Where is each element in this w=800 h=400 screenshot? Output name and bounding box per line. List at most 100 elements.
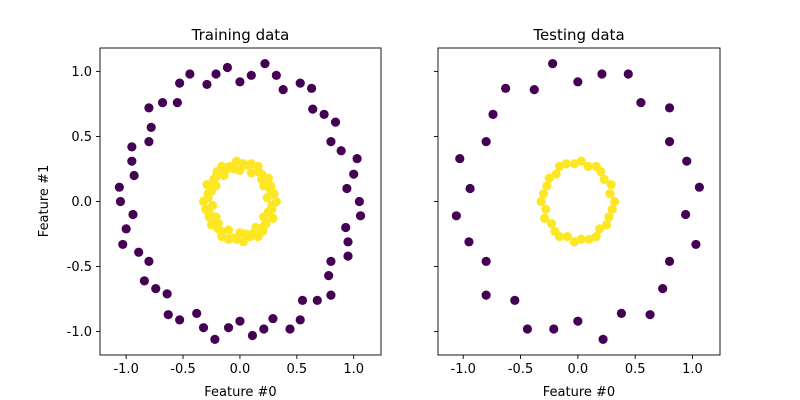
training-point-class0 <box>127 142 137 152</box>
testing-point-class1 <box>540 213 550 224</box>
testing-point-class1 <box>595 224 605 234</box>
training-xtick-label: 0.0 <box>230 362 251 377</box>
testing-point-class0 <box>598 334 608 344</box>
training-point-class0 <box>326 290 336 300</box>
training-point-class0 <box>343 251 353 261</box>
testing-xtick-label: 0.0 <box>568 362 589 377</box>
training-point-class0 <box>129 170 139 181</box>
training-point-class0 <box>139 276 149 286</box>
training-point-class0 <box>295 315 305 325</box>
training-point-class1 <box>267 200 277 211</box>
training-point-class1 <box>223 225 234 235</box>
training-point-class0 <box>295 78 305 88</box>
testing-point-class1 <box>599 174 609 184</box>
training-point-class0 <box>326 137 336 147</box>
testing-point-class0 <box>573 316 583 326</box>
training-point-class0 <box>246 70 256 80</box>
testing-point-class0 <box>455 153 465 164</box>
testing-point-class0 <box>681 209 691 220</box>
training-point-class0 <box>355 211 366 221</box>
training-point-class0 <box>144 137 154 147</box>
testing-point-class1 <box>536 196 546 207</box>
testing-point-class1 <box>551 169 561 179</box>
testing-axes: Testing data Feature #0 -1.0 -0.5 0.0 0.5 1.… <box>434 26 721 400</box>
testing-plot-frame <box>437 47 721 356</box>
training-point-class1 <box>268 213 278 224</box>
testing-point-class0 <box>465 183 475 194</box>
training-point-class0 <box>308 104 318 114</box>
training-point-class1 <box>198 196 209 207</box>
testing-point-class0 <box>682 156 692 166</box>
testing-point-class0 <box>664 103 675 113</box>
testing-point-class0 <box>529 85 539 95</box>
training-point-class0 <box>341 222 351 233</box>
training-point-class0 <box>247 330 258 341</box>
training-xtick-label: -0.5 <box>170 362 195 377</box>
training-point-class0 <box>192 308 202 318</box>
testing-point-class0 <box>488 109 498 119</box>
training-point-class0 <box>157 98 168 108</box>
training-point-class0 <box>114 182 124 192</box>
testing-point-class1 <box>609 196 620 207</box>
testing-point-class0 <box>548 59 558 69</box>
testing-point-class0 <box>451 211 461 221</box>
testing-point-class0 <box>573 77 583 87</box>
testing-xtick-label: -0.5 <box>508 362 533 377</box>
testing-point-class1 <box>561 159 571 169</box>
testing-point-class1 <box>607 204 617 214</box>
testing-point-class1 <box>604 212 614 222</box>
testing-point-class1 <box>583 161 593 171</box>
testing-point-class1 <box>601 220 612 230</box>
testing-point-class0 <box>597 69 607 79</box>
training-point-class1 <box>202 179 212 190</box>
training-point-class0 <box>349 169 359 179</box>
training-point-class0 <box>222 62 233 73</box>
training-point-class0 <box>312 295 322 305</box>
testing-point-class1 <box>546 219 557 229</box>
training-ylabel: Feature #1 <box>37 165 52 237</box>
testing-xtick-label: 0.5 <box>625 362 646 377</box>
testing-point-class0 <box>691 239 701 250</box>
training-point-class0 <box>128 209 138 220</box>
testing-xlabel: Feature #0 <box>543 385 615 400</box>
training-point-class0 <box>151 284 161 294</box>
training-point-class0 <box>235 77 245 87</box>
testing-point-class0 <box>464 237 474 247</box>
testing-point-class1 <box>596 166 606 177</box>
testing-point-class0 <box>645 310 655 320</box>
training-xlabel: Feature #0 <box>204 385 276 400</box>
training-point-class0 <box>285 324 295 334</box>
training-point-class1 <box>204 212 214 222</box>
testing-point-class0 <box>501 83 511 93</box>
training-point-class1 <box>238 237 248 247</box>
training-point-class0 <box>319 109 329 119</box>
training-point-class0 <box>352 153 362 164</box>
training-point-class0 <box>271 70 281 80</box>
testing-point-class0 <box>694 182 704 192</box>
training-point-class0 <box>118 239 128 250</box>
testing-point-class0 <box>658 284 668 294</box>
training-point-class0 <box>198 323 209 333</box>
training-point-class1 <box>266 181 276 191</box>
training-point-class0 <box>235 316 245 326</box>
training-point-class0 <box>330 117 341 127</box>
training-point-class0 <box>144 103 154 113</box>
training-xtick-label: -1.0 <box>113 362 138 377</box>
training-plot-frame <box>99 47 382 356</box>
training-point-class0 <box>278 85 288 95</box>
training-point-class1 <box>251 222 261 233</box>
training-point-class0 <box>163 310 173 320</box>
training-point-class0 <box>162 289 172 299</box>
training-point-class0 <box>324 271 334 281</box>
training-point-class0 <box>175 315 185 325</box>
testing-point-class0 <box>616 308 627 318</box>
training-point-class1 <box>231 156 242 166</box>
training-point-class0 <box>202 79 212 90</box>
testing-point-class0 <box>549 324 559 334</box>
testing-point-class1 <box>544 173 554 183</box>
training-ytick-label: 0.5 <box>71 130 92 145</box>
training-point-class0 <box>127 156 137 166</box>
training-point-class0 <box>343 237 353 247</box>
training-point-class0 <box>210 334 220 344</box>
